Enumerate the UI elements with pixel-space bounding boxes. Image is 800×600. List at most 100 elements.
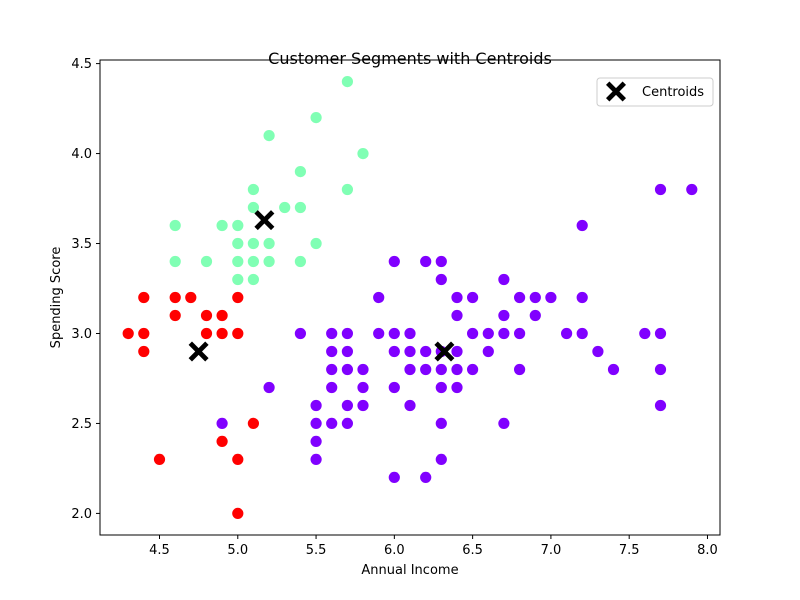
data-point (200, 255, 213, 268)
data-point (373, 327, 385, 340)
data-point (294, 166, 306, 178)
x-tick-label: 5.0 (227, 543, 248, 558)
x-tick-label: 8.0 (697, 543, 718, 558)
data-point (388, 381, 400, 394)
data-point (310, 399, 322, 412)
x-tick-label: 6.5 (462, 543, 483, 558)
data-point (561, 327, 573, 340)
data-point (294, 255, 306, 268)
data-point (263, 130, 275, 142)
data-point (341, 327, 353, 340)
data-point (310, 417, 322, 429)
data-point (279, 201, 291, 214)
data-point (654, 363, 667, 376)
legend-x-marker (606, 81, 626, 102)
legend-centroid-marker (606, 81, 626, 102)
data-point (216, 417, 228, 429)
data-point (216, 435, 228, 447)
data-point (451, 363, 463, 376)
data-point (529, 309, 541, 322)
data-point (357, 381, 369, 394)
data-point (247, 255, 259, 268)
data-point (357, 363, 369, 376)
data-point (404, 363, 416, 376)
data-point (654, 399, 667, 412)
data-point (294, 201, 306, 214)
y-axis-ticks: 2.0 2.5 3.0 3.5 4.0 4.5 (71, 57, 100, 522)
data-point (435, 273, 447, 286)
plot-frame (99, 59, 721, 536)
data-point (153, 453, 166, 465)
data-point (341, 417, 353, 429)
data-point (310, 112, 322, 124)
data-point (263, 237, 275, 250)
data-point (232, 291, 244, 304)
data-point (169, 309, 181, 322)
data-point (200, 327, 213, 340)
data-point (388, 345, 400, 358)
data-point (576, 327, 588, 340)
data-point (451, 309, 463, 322)
data-point (247, 417, 259, 429)
x-tick-label: 5.5 (306, 543, 327, 558)
data-point (247, 237, 259, 250)
data-point (498, 327, 510, 340)
data-point (138, 327, 150, 340)
data-point (326, 327, 338, 340)
data-point (482, 345, 494, 358)
data-point (404, 399, 416, 412)
data-point (420, 345, 432, 358)
data-point (310, 453, 322, 465)
data-point (404, 327, 416, 340)
data-point (435, 417, 447, 429)
data-point (263, 255, 275, 268)
data-point (185, 291, 197, 304)
data-point (435, 255, 447, 268)
data-point (498, 309, 510, 322)
data-point (498, 417, 510, 429)
legend-label: Centroids (642, 85, 704, 100)
data-point (216, 309, 228, 322)
data-point (310, 435, 322, 447)
data-point (247, 201, 259, 214)
y-tick-label: 4.0 (71, 147, 92, 162)
legend-box (596, 77, 714, 107)
data-point (122, 327, 134, 340)
data-point (138, 345, 150, 358)
data-point (341, 183, 353, 196)
data-point (388, 471, 400, 483)
data-point (247, 183, 259, 196)
centroid-marker (254, 210, 275, 231)
data-point (420, 471, 432, 483)
data-point (169, 219, 181, 232)
data-point (576, 291, 588, 304)
data-point (232, 327, 244, 340)
data-point (357, 148, 369, 160)
data-point (607, 363, 620, 376)
data-point (232, 453, 244, 465)
centroids-layer (188, 210, 455, 362)
legend: Centroids (596, 77, 714, 107)
data-point (404, 345, 416, 358)
y-tick-label: 3.0 (71, 327, 92, 342)
data-point (169, 291, 181, 304)
data-point (654, 327, 667, 340)
data-point (576, 219, 588, 232)
data-point (654, 183, 667, 196)
y-tick-label: 4.5 (71, 57, 92, 72)
data-point (200, 309, 213, 322)
x-tick-label: 6.0 (384, 543, 405, 558)
data-point (232, 255, 244, 268)
data-point (247, 273, 259, 286)
data-point (341, 76, 353, 88)
data-point (326, 345, 338, 358)
data-point (294, 327, 306, 340)
data-point (373, 291, 385, 304)
y-axis-label: Spending Score (49, 247, 64, 349)
data-point (514, 327, 526, 340)
x-tick-label: 7.5 (619, 543, 640, 558)
x-axis-ticks: 4.5 5.0 5.5 6.0 6.5 7.0 7.5 8.0 (149, 535, 718, 558)
data-point (435, 453, 447, 465)
data-point (341, 363, 353, 376)
